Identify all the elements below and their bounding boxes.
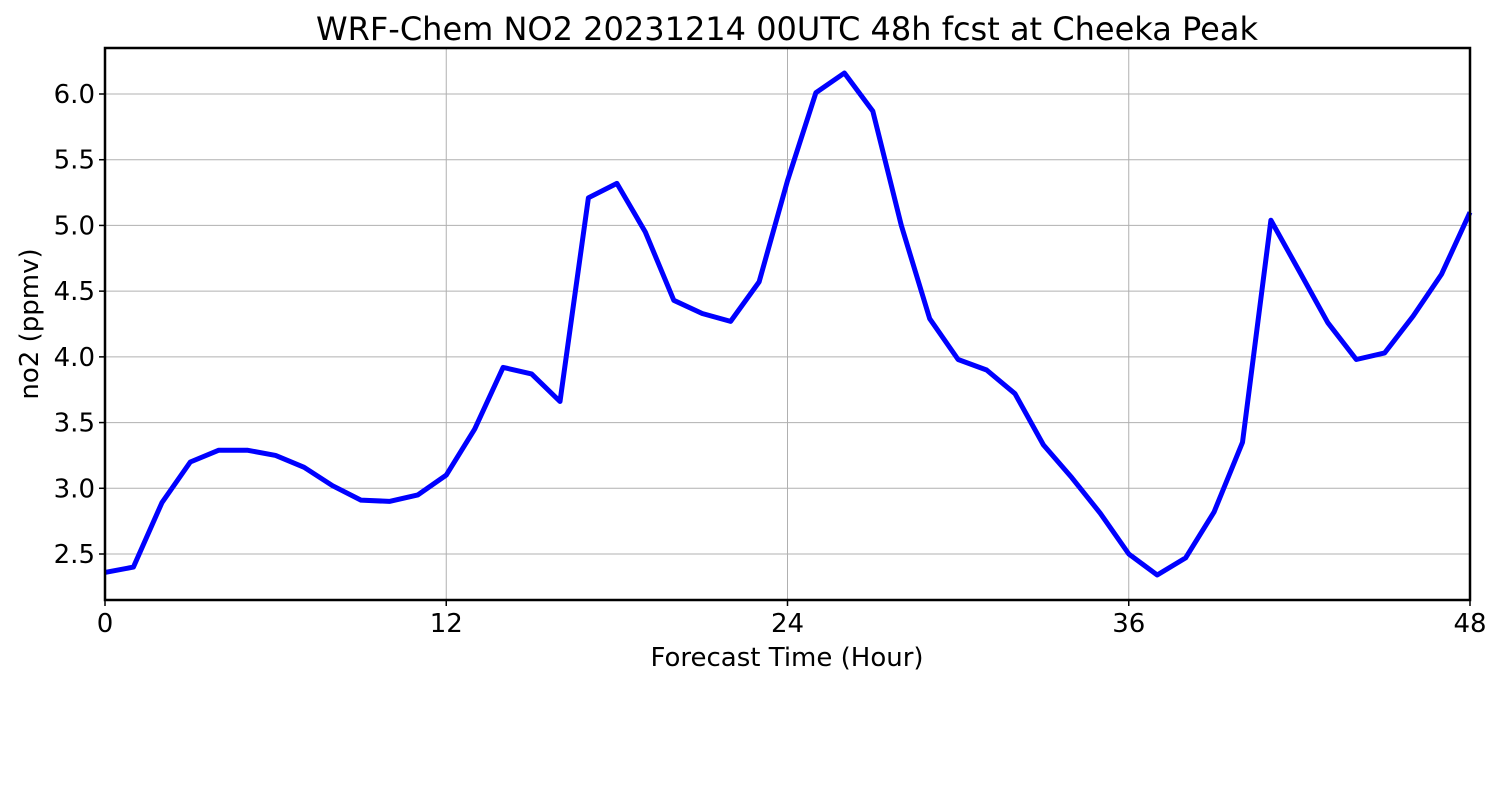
y-axis-label: no2 (ppmv) <box>15 248 45 399</box>
y-tick-label: 3.5 <box>54 409 95 439</box>
x-tick-label: 0 <box>97 609 114 639</box>
axis-ticks: 0 12 24 36 48 2.5 3.0 3.5 4.0 4.5 5.0 5.5 6.0 <box>54 80 1487 639</box>
x-axis-label: Forecast Time (Hour) <box>650 643 923 673</box>
y-tick-label: 4.5 <box>54 277 95 307</box>
y-tick-label: 2.5 <box>54 540 95 570</box>
y-tick-label: 5.0 <box>54 211 95 241</box>
chart-title: WRF-Chem NO2 20231214 00UTC 48h fcst at … <box>316 10 1258 48</box>
no2-series-line <box>104 70 1473 578</box>
x-tick-label: 48 <box>1453 609 1486 639</box>
x-tick-label: 12 <box>430 609 463 639</box>
x-tick-label: 24 <box>771 609 804 639</box>
y-tick-label: 5.5 <box>54 146 95 176</box>
series-layer <box>104 70 1473 578</box>
y-tick-label: 6.0 <box>54 80 95 110</box>
x-tick-label: 36 <box>1112 609 1145 639</box>
grid-lines <box>105 48 1470 600</box>
y-tick-label: 4.0 <box>54 343 95 373</box>
y-tick-label: 3.0 <box>54 474 95 504</box>
